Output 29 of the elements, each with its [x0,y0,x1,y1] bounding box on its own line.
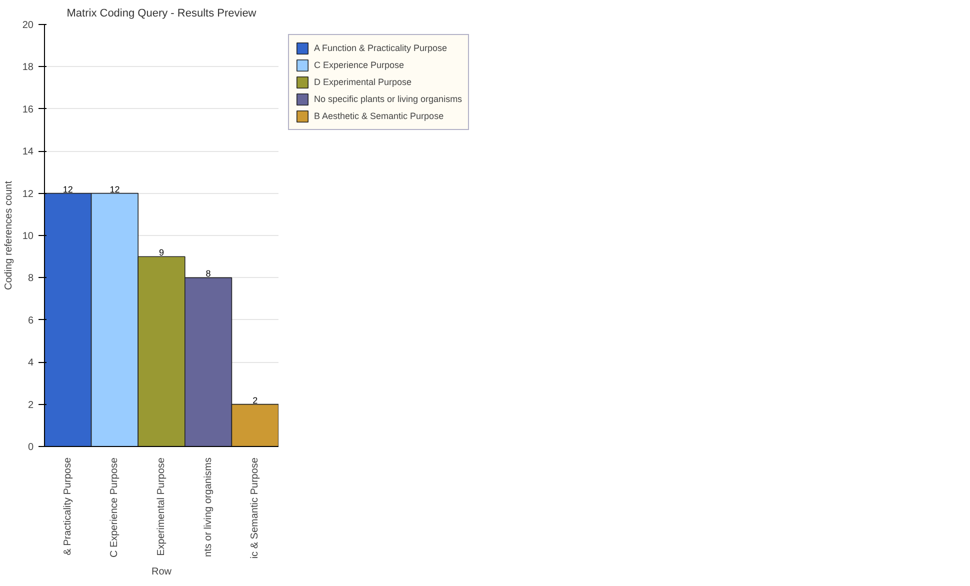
data-label: 12 [110,184,120,194]
legend-label: C Experience Purpose [314,59,404,72]
y-tick-label: 20 [22,20,34,31]
chart-title: Matrix Coding Query - Results Preview [66,8,256,20]
y-tick-label: 14 [22,146,34,158]
y-tick-label: 18 [22,62,34,74]
y-tick-label: 16 [22,104,34,116]
y-tick-label: 6 [28,315,34,326]
y-axis-title: Coding references count [3,180,14,290]
legend-label: No specific plants or living organisms [314,93,462,106]
data-label: 2 [252,395,258,406]
legend-label: A Function & Practicality Purpose [314,42,448,55]
x-tick-label: ic & Semantic Purpose [250,457,261,559]
y-tick-label: 8 [28,273,34,284]
x-tick-label: Experimental Purpose [156,457,167,556]
legend-label: B Aesthetic & Semantic Purpose [314,110,444,123]
y-tick-label: 4 [28,358,34,369]
x-tick-label: C Experience Purpose [109,457,120,558]
x-tick-label: nts or living organisms [202,458,214,557]
y-tick-label: 10 [22,231,34,242]
y-tick-label: 0 [28,442,34,453]
data-label: 8 [206,268,211,279]
y-tick-label: 2 [28,400,34,411]
data-label: 9 [158,248,164,258]
x-axis-title: Row [152,566,172,578]
legend-label: D Experimental Purpose [314,76,412,89]
y-tick-label: 12 [22,188,34,200]
data-label: 12 [62,184,73,194]
x-tick-label: & Practicality Purpose [62,457,74,556]
